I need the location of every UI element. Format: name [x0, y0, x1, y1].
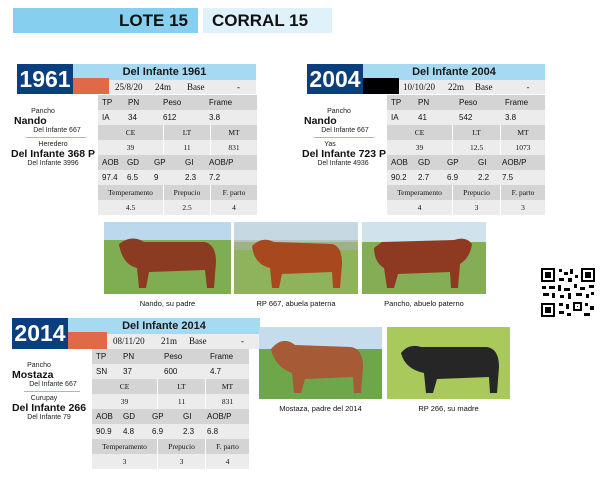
accent-block	[73, 78, 109, 94]
stats-table-2014: TP PN Peso Frame SN 37 600 4.7 CE LT MT 39 11 831 …	[92, 349, 249, 469]
cattle-photo	[234, 222, 358, 294]
cattle-photo	[387, 327, 510, 399]
photo-caption: RP 667, abuela paterna	[256, 299, 336, 308]
cattle-photo	[362, 222, 486, 294]
lote-header: LOTE 15	[13, 8, 198, 33]
sire-dam: Del Infante 667	[321, 127, 369, 134]
base-label: Base	[189, 336, 207, 346]
sire: Nando	[304, 115, 337, 127]
age: 22m	[448, 82, 465, 92]
pedigree-1961: Pancho Nando Del Infante 667 Heredero De…	[10, 108, 96, 167]
sire-dam: Del Infante 667	[33, 127, 81, 134]
dash: -	[526, 82, 530, 92]
weigh-date: 10/10/20	[403, 82, 436, 92]
dam-sire: Yas	[324, 141, 336, 148]
dam-dam: Del Infante 4936	[317, 160, 369, 167]
photo-card: RP 667, abuela paterna	[234, 222, 358, 308]
sire: Nando	[14, 115, 47, 127]
pedigree-2004: Pancho Nando Del Infante 667 Yas Del Inf…	[302, 108, 387, 167]
corral-header: CORRAL 15	[203, 8, 332, 33]
year-badge: 1961	[17, 64, 73, 94]
meta-row: 25/8/20 24m Base -	[109, 80, 256, 94]
meta-row: 10/10/20 22m Base -	[399, 80, 545, 94]
dam-dam: Del Infante 79	[27, 414, 71, 421]
dam-dam: Del Infante 3996	[27, 160, 79, 167]
base-label: Base	[187, 82, 205, 92]
animal-card-1961: 1961 Del Infante 1961 25/8/20 24m Base -	[17, 64, 257, 214]
age: 24m	[155, 82, 172, 92]
pedigree-2014: Pancho Mostaza Del Infante 667 Curupay D…	[8, 362, 90, 421]
cattle-photo	[259, 327, 382, 399]
accent-block	[363, 78, 399, 94]
stats-table-1961: TP PN Peso Frame IA 34 612 3.8 CE LT MT 39 11 831 …	[98, 95, 257, 215]
animal-card-2004: 2004 Del Infante 2004 10/10/20 22m Base …	[307, 64, 547, 214]
dam: Del Infante 266	[11, 402, 87, 414]
cattle-photo	[104, 222, 231, 294]
dam: Del Infante 368 P	[10, 148, 96, 160]
animal-name-bar: Del Infante 2014	[68, 318, 260, 334]
dam: Del Infante 723 P	[302, 148, 387, 160]
weigh-date: 25/8/20	[115, 82, 143, 92]
stats-table-2004: TP PN Peso Frame IA 41 542 3.8 CE LT MT 39 12.5 10…	[387, 95, 545, 215]
year-badge: 2014	[12, 318, 68, 349]
weigh-date: 08/11/20	[113, 336, 145, 346]
age: 21m	[161, 336, 178, 346]
sire-sire: Pancho	[27, 362, 51, 369]
animal-card-2014: 2014 Del Infante 2014 08/11/20 21m Base …	[12, 318, 260, 468]
pedigree-divider	[314, 137, 374, 138]
sire: Mostaza	[12, 369, 54, 381]
accent-block	[68, 332, 107, 349]
photo-card: Pancho, abuelo paterno	[362, 222, 486, 308]
photo-caption: Pancho, abuelo paterno	[384, 299, 464, 308]
dash: -	[237, 82, 240, 92]
dam-sire: Heredero	[38, 141, 68, 148]
pedigree-divider	[26, 137, 86, 138]
photo-card: Nando, su padre	[104, 222, 231, 308]
animal-name-bar: Del Infante 2004	[363, 64, 545, 80]
photo-caption: RP 266, su madre	[418, 404, 479, 413]
year-badge: 2004	[307, 64, 363, 94]
photo-card: RP 266, su madre	[387, 327, 510, 413]
meta-row: 08/11/20 21m Base -	[107, 334, 260, 349]
base-label: Base	[475, 82, 493, 92]
photo-card: Mostaza, padre del 2014	[259, 327, 382, 413]
qr-code-icon[interactable]	[541, 266, 595, 318]
sire-sire: Pancho	[327, 108, 351, 115]
dash: -	[241, 336, 244, 346]
pedigree-divider	[24, 391, 80, 392]
sire-sire: Pancho	[31, 108, 55, 115]
dam-sire: Curupay	[30, 395, 58, 402]
photo-caption: Nando, su padre	[139, 299, 196, 308]
photo-caption: Mostaza, padre del 2014	[279, 404, 362, 413]
animal-name-bar: Del Infante 1961	[73, 64, 256, 80]
sire-dam: Del Infante 667	[29, 381, 77, 388]
